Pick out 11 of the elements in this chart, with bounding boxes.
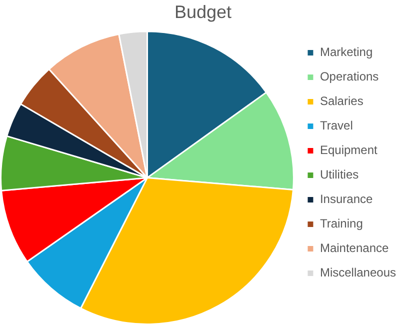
legend-label: Utilities [320,168,359,182]
legend-label: Insurance [320,192,373,206]
legend-label: Miscellaneous [320,266,396,280]
legend-label: Equipment [320,143,378,158]
legend-label: Salaries [320,94,364,108]
legend-label: Travel [320,118,353,133]
legend-label: Operations [320,70,379,84]
legend-label: Marketing [320,45,373,60]
legend-label: Training [320,216,363,231]
legend-label: Maintenance [320,241,389,256]
chart-title: Budget [174,2,232,22]
